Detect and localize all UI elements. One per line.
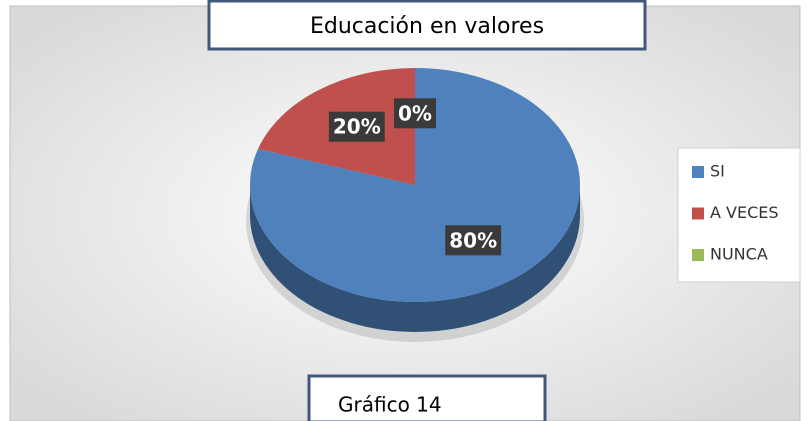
- caption: Gráfico 14: [338, 393, 442, 417]
- data-label: 0%: [398, 101, 432, 125]
- chart-title: Educación en valores: [310, 14, 544, 39]
- data-label-box: [394, 98, 436, 129]
- data-label-box: [328, 111, 385, 142]
- data-label-box: [445, 225, 502, 256]
- legend-swatch: [692, 249, 704, 261]
- pie-slice-side: [250, 185, 580, 332]
- legend-label: SI: [710, 162, 725, 181]
- data-label: 80%: [449, 228, 497, 252]
- data-label: 20%: [333, 115, 381, 139]
- legend-label: NUNCA: [710, 245, 768, 264]
- title-box: [207, 0, 647, 51]
- legend-label: A VECES: [710, 203, 779, 222]
- caption-box: [307, 374, 547, 421]
- legend-swatch: [692, 166, 704, 178]
- legend-swatch: [692, 207, 704, 220]
